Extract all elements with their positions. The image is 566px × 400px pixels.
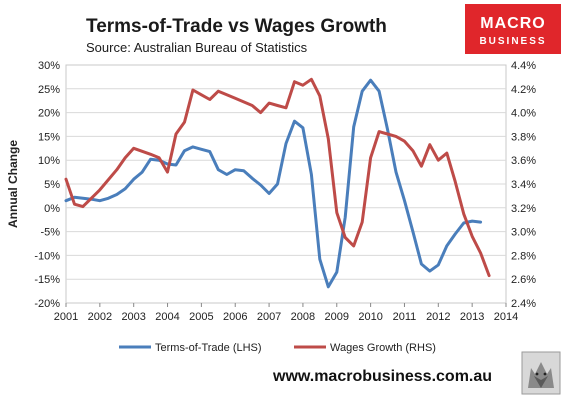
y-right-tick-label: 2.4% bbox=[511, 298, 536, 310]
x-tick-label: 2012 bbox=[426, 311, 450, 323]
y-right-tick-label: 3.4% bbox=[511, 179, 536, 191]
y-left-tick-label: -15% bbox=[34, 274, 60, 286]
website-url: www.macrobusiness.com.au bbox=[272, 368, 492, 385]
y-left-tick-label: 25% bbox=[38, 84, 60, 96]
series-line-terms-of-trade bbox=[64, 78, 483, 289]
y-right-tick-label: 3.8% bbox=[511, 131, 536, 143]
x-tick-label: 2008 bbox=[291, 311, 315, 323]
y-right-tick-label: 4.0% bbox=[511, 108, 536, 120]
wolf-logo-icon bbox=[521, 351, 561, 395]
x-tick-label: 2013 bbox=[460, 311, 484, 323]
y-right-tick-label: 4.4% bbox=[511, 60, 536, 72]
x-tick-label: 2007 bbox=[257, 311, 281, 323]
y-left-tick-label: 20% bbox=[38, 108, 60, 120]
x-tick-label: 2006 bbox=[223, 311, 247, 323]
axes: -20% -15% -10% -5% 0% 5% 10% 15% 20% 25% 30% 2.4% 2.… bbox=[34, 60, 536, 323]
y-left-tick-label: 15% bbox=[38, 131, 60, 143]
y-axis-title: Annual Change bbox=[6, 140, 20, 228]
macrobusiness-logo: MACRO BUSINESS bbox=[465, 4, 561, 54]
y-left-tick-label: -20% bbox=[34, 298, 60, 310]
logo-line2: BUSINESS bbox=[479, 36, 546, 47]
y-right-tick-label: 4.2% bbox=[511, 84, 536, 96]
chart-subtitle: Source: Australian Bureau of Statistics bbox=[86, 40, 308, 55]
x-tick-label: 2001 bbox=[54, 311, 78, 323]
y-right-tick-label: 2.8% bbox=[511, 250, 536, 262]
x-tick-label: 2005 bbox=[189, 311, 213, 323]
chart-title: Terms-of-Trade vs Wages Growth bbox=[86, 16, 387, 37]
y-right-tick-label: 3.6% bbox=[511, 155, 536, 167]
series-line-wages-growth bbox=[64, 77, 491, 278]
y-right-tick-label: 2.6% bbox=[511, 274, 536, 286]
y-right-tick-label: 3.2% bbox=[511, 203, 536, 215]
y-left-tick-label: 10% bbox=[38, 155, 60, 167]
x-tick-label: 2002 bbox=[88, 311, 112, 323]
legend-label-terms-of-trade: Terms-of-Trade (LHS) bbox=[155, 342, 262, 354]
y-left-tick-label: 0% bbox=[44, 203, 60, 215]
logo-line1: MACRO bbox=[480, 15, 545, 32]
x-tick-label: 2003 bbox=[121, 311, 145, 323]
y-left-tick-label: -10% bbox=[34, 250, 60, 262]
y-left-tick-label: 5% bbox=[44, 179, 60, 191]
y-right-tick-label: 3.0% bbox=[511, 227, 536, 239]
series bbox=[64, 77, 491, 289]
x-tick-label: 2009 bbox=[325, 311, 349, 323]
legend: Terms-of-Trade (LHS) Wages Growth (RHS) bbox=[119, 342, 436, 354]
x-tick-label: 2011 bbox=[393, 311, 417, 323]
x-tick-label: 2010 bbox=[358, 311, 382, 323]
x-tick-label: 2004 bbox=[155, 311, 179, 323]
legend-label-wages-growth: Wages Growth (RHS) bbox=[330, 342, 436, 354]
x-tick-label: 2014 bbox=[494, 311, 518, 323]
y-left-tick-label: -5% bbox=[40, 227, 60, 239]
y-left-tick-label: 30% bbox=[38, 60, 60, 72]
grid bbox=[66, 88, 506, 280]
